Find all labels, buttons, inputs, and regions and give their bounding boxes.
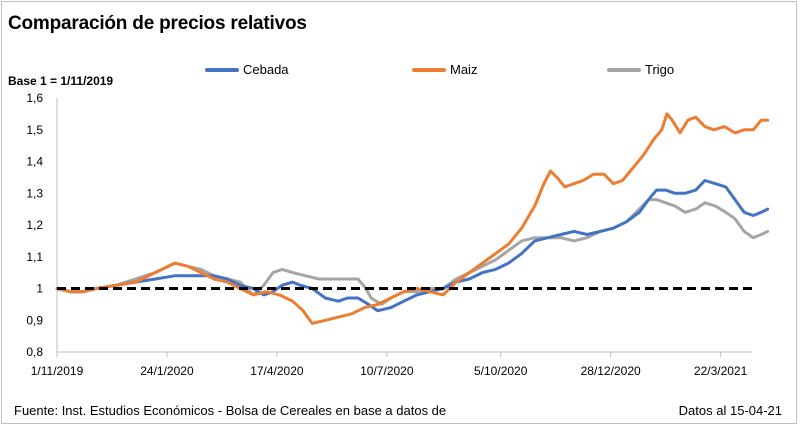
chart-title: Comparación de precios relativos [8,13,307,34]
legend-swatch-cebada [205,67,239,72]
x-tick-label: 17/4/2020 [250,364,304,378]
y-tick-label: 1,2 [26,218,43,232]
legend-item-trigo: Trigo [607,62,674,77]
x-tick-label: 1/11/2019 [31,364,84,378]
y-tick-label: 0,8 [26,345,43,359]
x-tick-label: 10/7/2020 [360,364,414,378]
legend-item-cebada: Cebada [205,62,289,77]
legend-label-cebada: Cebada [243,62,289,77]
y-tick-label: 1,3 [26,186,43,200]
x-tick-label: 28/12/2020 [581,364,641,378]
legend-swatch-maiz [412,67,446,72]
y-tick-label: 1,4 [26,155,43,169]
x-tick-label: 5/10/2020 [474,364,528,378]
legend-swatch-trigo [607,67,641,72]
y-tick-label: 1,6 [26,91,43,105]
y-tick-label: 1,5 [26,123,43,137]
series-line-maiz [55,112,770,325]
legend-label-maiz: Maiz [450,62,478,77]
series-line-cebada [55,179,770,313]
footer-date-note: Datos al 15-04-21 [678,403,782,418]
y-tick-label: 0,9 [26,313,43,327]
chart-legend: Cebada Maiz Trigo [0,62,800,80]
legend-item-maiz: Maiz [412,62,477,77]
legend-label-trigo: Trigo [645,62,675,77]
x-tick-label: 24/1/2020 [140,364,194,378]
footer-source: Fuente: Inst. Estudios Económicos - Bols… [14,403,447,418]
y-tick-label: 1 [36,282,43,296]
base-note: Base 1 = 1/11/2019 [8,74,114,88]
y-tick-label: 1,1 [26,250,43,264]
x-tick-label: 22/3/2021 [694,364,748,378]
